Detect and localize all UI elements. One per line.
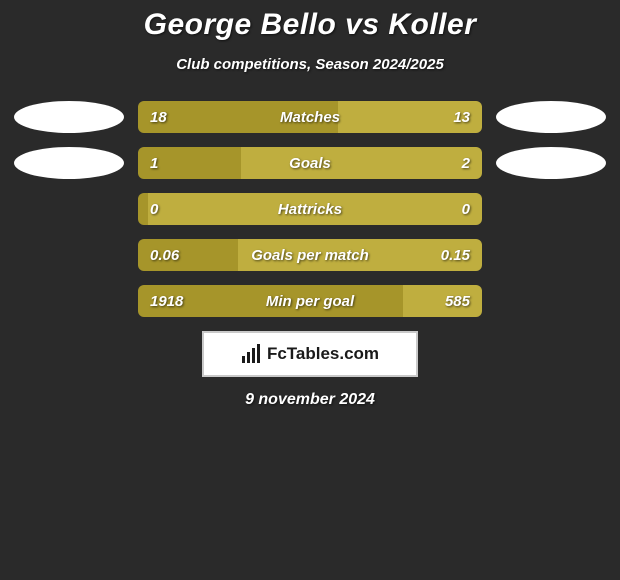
page-subtitle: Club competitions, Season 2024/2025 [0, 56, 620, 73]
spacer [14, 285, 124, 317]
stat-value-right: 0 [462, 201, 470, 218]
spacer [496, 239, 606, 271]
stat-bar: 1 Goals 2 [138, 147, 482, 179]
barchart-icon [241, 344, 261, 364]
source-logo: FcTables.com [202, 331, 418, 377]
stat-label: Goals [289, 155, 331, 172]
stat-row: 0 Hattricks 0 [0, 193, 620, 225]
stat-bar: 0 Hattricks 0 [138, 193, 482, 225]
spacer [14, 193, 124, 225]
stat-value-right: 585 [445, 293, 470, 310]
stat-bar-labels: 18 Matches 13 [138, 101, 482, 133]
comparison-chart: George Bello vs Koller Club competitions… [0, 0, 620, 409]
player-left-oval [14, 101, 124, 133]
stat-bar: 1918 Min per goal 585 [138, 285, 482, 317]
stat-bar-labels: 1918 Min per goal 585 [138, 285, 482, 317]
stat-row: 18 Matches 13 [0, 101, 620, 133]
stat-bar-labels: 1 Goals 2 [138, 147, 482, 179]
stat-value-right: 2 [462, 155, 470, 172]
stat-label: Goals per match [251, 247, 369, 264]
stat-value-left: 0 [150, 201, 158, 218]
stat-value-left: 1 [150, 155, 158, 172]
stat-value-right: 0.15 [441, 247, 470, 264]
stat-bar: 18 Matches 13 [138, 101, 482, 133]
stat-label: Hattricks [278, 201, 342, 218]
spacer [14, 239, 124, 271]
stat-label: Min per goal [266, 293, 354, 310]
stat-bar-labels: 0 Hattricks 0 [138, 193, 482, 225]
page-title: George Bello vs Koller [0, 8, 620, 42]
player-right-oval [496, 147, 606, 179]
stat-value-left: 1918 [150, 293, 183, 310]
spacer [496, 193, 606, 225]
stat-value-left: 0.06 [150, 247, 179, 264]
spacer [496, 285, 606, 317]
stat-row: 0.06 Goals per match 0.15 [0, 239, 620, 271]
snapshot-date: 9 november 2024 [0, 391, 620, 409]
stat-row: 1 Goals 2 [0, 147, 620, 179]
stat-row: 1918 Min per goal 585 [0, 285, 620, 317]
stat-value-left: 18 [150, 109, 167, 126]
stat-bar: 0.06 Goals per match 0.15 [138, 239, 482, 271]
player-right-oval [496, 101, 606, 133]
player-left-oval [14, 147, 124, 179]
stat-bar-labels: 0.06 Goals per match 0.15 [138, 239, 482, 271]
stat-rows: 18 Matches 13 1 Goals 2 0 Hattricks 0 0.06 Goals p… [0, 101, 620, 317]
source-logo-text: FcTables.com [267, 344, 379, 364]
stat-label: Matches [280, 109, 340, 126]
stat-value-right: 13 [453, 109, 470, 126]
